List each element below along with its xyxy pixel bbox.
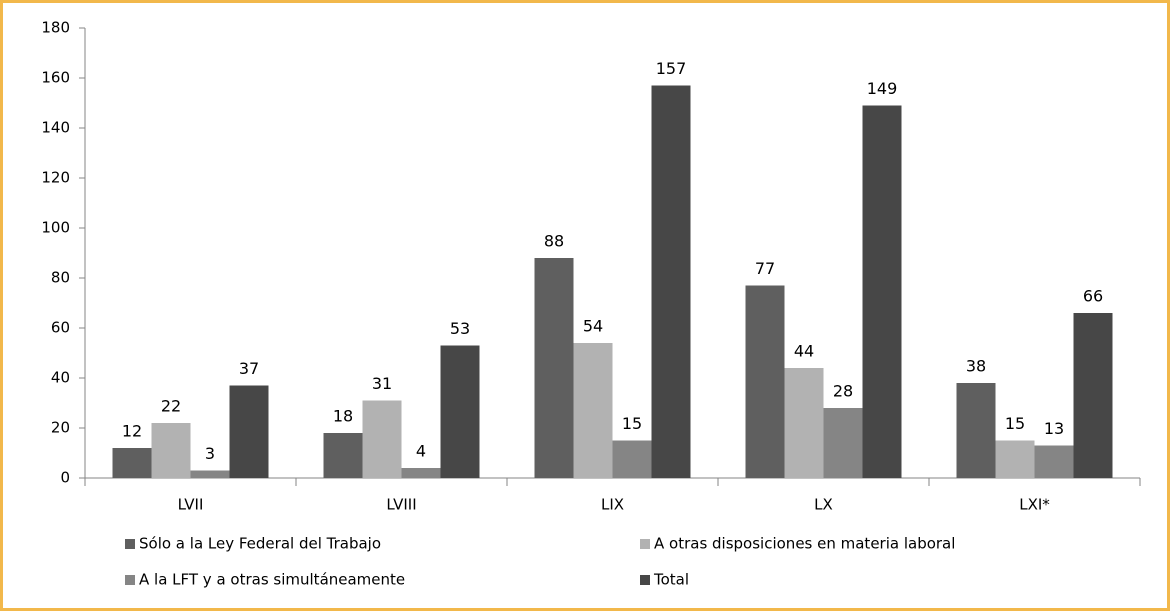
value-label: 157 — [656, 59, 687, 78]
legend-label: Sólo a la Ley Federal del Trabajo — [139, 535, 381, 553]
bar — [862, 105, 902, 478]
y-tick-label: 80 — [51, 269, 70, 287]
value-label: 3 — [205, 444, 215, 463]
bar — [651, 85, 691, 478]
bar — [190, 470, 230, 478]
bar — [1034, 445, 1074, 478]
value-label: 37 — [239, 359, 259, 378]
y-tick-label: 160 — [41, 69, 70, 87]
bar — [323, 433, 363, 478]
x-tick-label: LX — [814, 496, 833, 514]
legend-label: A la LFT y a otras simultáneamente — [139, 571, 405, 589]
bar — [401, 468, 441, 478]
legend-swatch — [640, 575, 650, 585]
value-label: 22 — [161, 397, 181, 416]
y-tick-label: 40 — [51, 369, 70, 387]
bar — [534, 258, 574, 478]
value-label: 28 — [833, 382, 853, 401]
chart: 0 20 40 60 80 100 120 140 160 180 LVII 12 22 3 37 LVIII… — [41, 19, 1141, 589]
bar — [362, 400, 402, 478]
y-tick-label: 100 — [41, 219, 70, 237]
y-tick-label: 180 — [41, 19, 70, 37]
x-tick-label: LXI* — [1019, 496, 1050, 514]
bar — [112, 448, 152, 478]
bar — [440, 345, 480, 478]
value-label: 77 — [755, 259, 775, 278]
x-tick-label: LVIII — [386, 496, 416, 514]
value-label: 18 — [333, 407, 353, 426]
bar — [151, 423, 191, 478]
value-label: 54 — [583, 317, 603, 336]
bar — [745, 285, 785, 478]
legend-swatch — [125, 575, 135, 585]
y-tick-label: 120 — [41, 169, 70, 187]
value-label: 88 — [544, 232, 564, 251]
y-tick-label: 140 — [41, 119, 70, 137]
bar — [784, 368, 824, 478]
value-label: 44 — [794, 342, 814, 361]
value-label: 13 — [1044, 419, 1064, 438]
value-label: 38 — [966, 357, 986, 376]
value-label: 4 — [416, 442, 426, 461]
y-tick-label: 0 — [60, 469, 70, 487]
x-tick-label: LIX — [601, 496, 624, 514]
y-tick-label: 20 — [51, 419, 70, 437]
value-label: 15 — [1005, 414, 1025, 433]
bar — [1073, 313, 1113, 478]
y-tick-label: 60 — [51, 319, 70, 337]
bar — [229, 385, 269, 478]
bar — [573, 343, 613, 478]
legend-label: Total — [653, 571, 689, 589]
bar — [612, 440, 652, 478]
value-label: 15 — [622, 414, 642, 433]
x-tick-label: LVII — [178, 496, 204, 514]
legend-label: A otras disposiciones en materia laboral — [654, 535, 955, 553]
value-label: 12 — [122, 422, 142, 441]
bar — [995, 440, 1035, 478]
legend-swatch — [125, 539, 135, 549]
bar — [823, 408, 863, 478]
legend-swatch — [640, 539, 650, 549]
bar — [956, 383, 996, 478]
value-label: 66 — [1083, 287, 1103, 306]
value-label: 149 — [867, 79, 898, 98]
value-label: 53 — [450, 319, 470, 338]
value-label: 31 — [372, 374, 392, 393]
